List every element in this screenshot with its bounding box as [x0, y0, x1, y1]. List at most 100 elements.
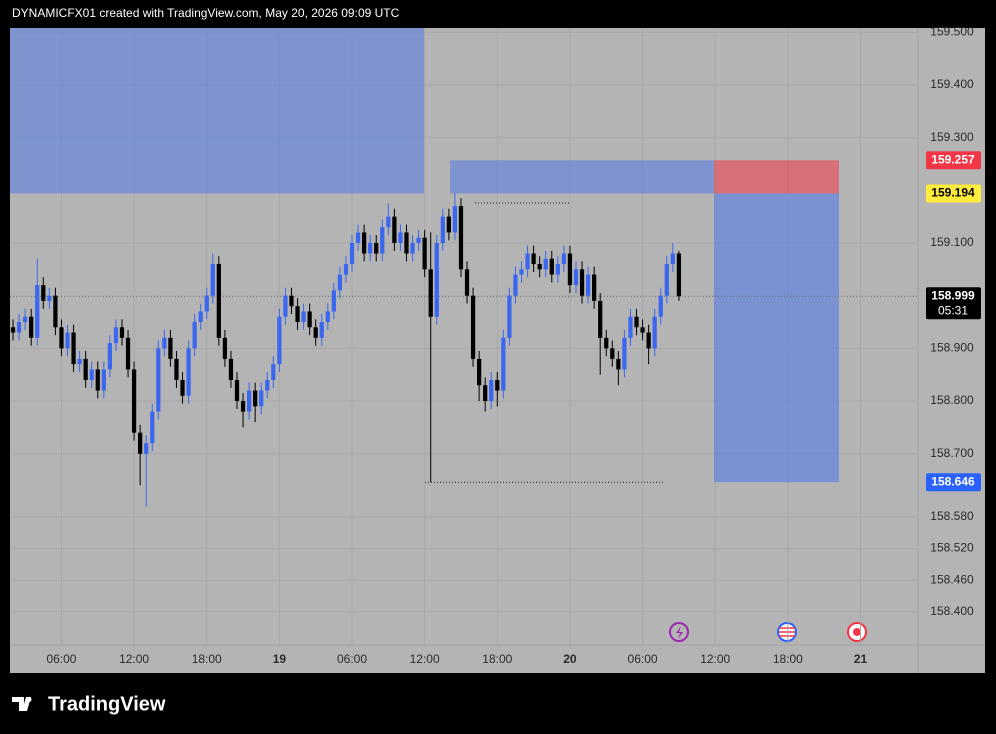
price-label: 159.257: [931, 152, 975, 166]
candle-body: [610, 348, 615, 359]
candle-body: [101, 369, 106, 391]
candle-body: [16, 322, 22, 333]
candle-body: [125, 337, 131, 370]
candle-body: [222, 337, 228, 359]
target-zone: [714, 193, 839, 483]
candle-body: [489, 379, 494, 402]
candle-body: [628, 316, 633, 338]
candle-body: [531, 253, 536, 265]
candle-body: [35, 285, 40, 338]
candle-body: [658, 295, 663, 317]
candle-body: [95, 369, 100, 391]
candle-body: [561, 253, 566, 265]
candle-body: [186, 348, 191, 396]
candle-body: [525, 253, 530, 270]
x-tick-label: 12:00: [119, 652, 149, 666]
candle-body: [422, 237, 427, 270]
brand: TradingView: [48, 693, 166, 715]
price-label-box: [926, 151, 981, 170]
stop-zone: [714, 160, 839, 194]
candle-body: [337, 274, 343, 291]
candle-body: [271, 364, 276, 380]
candle-body: [604, 337, 609, 349]
candle-body: [174, 358, 179, 380]
price-label-box: [926, 287, 981, 320]
candle-body: [501, 337, 506, 391]
candle-body: [458, 206, 464, 270]
candle-body: [192, 322, 197, 349]
candle-body: [592, 274, 597, 301]
candle-body: [156, 348, 161, 412]
y-tick-label: 158.400: [930, 604, 974, 618]
candle-body: [277, 316, 282, 365]
candle-body: [113, 327, 119, 344]
x-tick-label: 19: [273, 652, 287, 666]
candle-body: [452, 206, 458, 233]
zone: [10, 28, 424, 194]
candle-body: [598, 300, 603, 338]
candle-body: [204, 295, 209, 312]
x-tick-label: 18:00: [192, 652, 222, 666]
x-tick-label: 18:00: [773, 652, 803, 666]
candle-body: [664, 264, 669, 296]
candle-body: [295, 306, 300, 323]
candle-body: [319, 322, 324, 338]
candle-body: [180, 379, 185, 396]
candle-body: [349, 242, 355, 265]
candle-body: [29, 316, 34, 338]
candle-body: [307, 311, 312, 328]
candle-body: [198, 311, 203, 323]
candle-body: [616, 358, 621, 370]
attribution: DYNAMICFX01 created with TradingView.com…: [12, 6, 400, 20]
brand-logo: [12, 697, 32, 711]
candle-body: [246, 390, 252, 412]
candle-body: [138, 432, 143, 454]
candle-body: [265, 379, 270, 391]
candle-body: [634, 316, 639, 328]
candle-body: [555, 264, 560, 275]
candle-body: [374, 242, 379, 254]
candle-body: [331, 290, 336, 312]
candle-body: [440, 216, 445, 243]
candle-body: [622, 337, 627, 370]
candle-body: [386, 216, 391, 228]
candle-body: [131, 369, 137, 433]
candle-body: [573, 269, 579, 286]
candle-body: [670, 253, 675, 265]
x-tick-label: 06:00: [46, 652, 76, 666]
candle-body: [41, 285, 46, 301]
x-tick-label: 06:00: [337, 652, 367, 666]
price-label-box: [926, 184, 981, 203]
candle-body: [464, 269, 470, 296]
candle-body: [71, 332, 76, 365]
candle-body: [162, 337, 167, 349]
candle-body: [404, 232, 409, 254]
candle-body: [283, 295, 288, 317]
candle-body: [567, 253, 573, 286]
candle-body: [289, 295, 294, 307]
candle-body: [83, 358, 88, 380]
candle-body: [301, 311, 306, 323]
x-tick-label: 12:00: [410, 652, 440, 666]
candle-body: [543, 258, 548, 270]
candle-body: [47, 295, 52, 301]
price-label: 158.999: [931, 288, 975, 302]
y-tick-label: 159.300: [930, 130, 974, 144]
candle-body: [513, 274, 518, 296]
x-tick-label: 12:00: [700, 652, 730, 666]
candle-body: [325, 311, 330, 323]
candle-body: [228, 358, 234, 380]
candle-body: [495, 379, 500, 391]
candle-body: [549, 258, 554, 275]
candle-body: [65, 332, 70, 349]
candle-body: [416, 237, 421, 243]
candle-body: [470, 295, 476, 359]
candle-body: [519, 269, 524, 275]
candle-body: [652, 316, 657, 349]
candle-body: [579, 269, 585, 296]
candle-body: [537, 264, 542, 270]
y-tick-label: 159.100: [930, 235, 974, 249]
candle-body: [392, 216, 397, 243]
candle-body: [368, 242, 373, 254]
